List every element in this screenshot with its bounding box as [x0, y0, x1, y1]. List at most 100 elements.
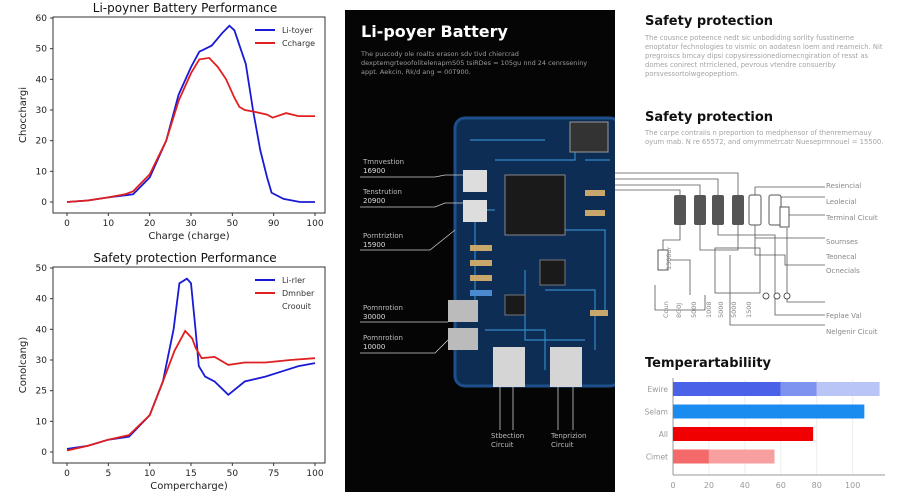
category-label: Selam	[645, 408, 668, 417]
x-tick-label: 50	[227, 469, 239, 479]
pcb-label-name: Porntriztion	[363, 232, 404, 240]
schematic-label: Feplae Val	[826, 312, 862, 320]
bar-segment	[780, 382, 817, 396]
category-label: All	[659, 430, 668, 439]
chart2-title: Safety protection Performance	[93, 251, 277, 265]
pcb-label: Pomnrotion 30000	[363, 304, 403, 322]
x-tick-label: 90	[268, 219, 280, 229]
legend-label: Dmnber	[282, 289, 315, 298]
x-tick-label: 10	[103, 219, 115, 229]
y-tick-label: 30	[36, 356, 48, 366]
schematic-label: Resiencial	[826, 182, 862, 190]
x-tick-label: 20	[144, 219, 156, 229]
y-tick-label: 50	[36, 264, 48, 274]
pcb-panel: Li-poyer Battery The puscody ole roalts …	[345, 10, 615, 492]
pcb-label: Tenstrution 20900	[363, 188, 402, 206]
x-axis-label: Compercharge)	[150, 481, 228, 492]
pcb-label-name: Pomnrotion	[363, 334, 403, 342]
pcb-bottom-label: Tenprizion Circuit	[551, 432, 586, 450]
x-axis-label: Charge (charge)	[148, 231, 229, 242]
x-tick-label: 0	[64, 219, 70, 229]
x-tick-label: 10	[144, 469, 156, 479]
y-tick-label: 10	[36, 167, 48, 177]
pcb-label-name: Tenstrution	[363, 188, 402, 196]
plot-frame	[52, 266, 326, 464]
y-tick-label: 40	[36, 325, 48, 335]
x-tick-label: 100	[306, 469, 323, 479]
section2-text: The carpe contraiis n preportion to medp…	[645, 129, 884, 146]
bar-segment	[673, 427, 814, 441]
pcb-bottom-label-line: Stbection	[491, 432, 525, 440]
schematic-vertical-label: 5000	[730, 301, 738, 318]
pcb-bottom-label-line: Tenprizion	[551, 432, 587, 440]
bar-segment	[708, 449, 775, 464]
y-axis-label: Chocchargi	[18, 87, 29, 143]
chart1: 0 10 20 30 50 90 100 0 10 20 30 40 50 60 Charge (charg…	[18, 14, 326, 242]
section2-title: Safety protection	[645, 110, 774, 125]
x-tick-label: 75	[268, 469, 279, 479]
x-tick-label: 100	[306, 219, 323, 229]
y-tick-label: 0	[41, 448, 47, 458]
x-tick-label: 40	[740, 481, 750, 490]
bar-chart: 0 20 40 60 80 100 Ewire Selam All Cimet	[645, 378, 885, 490]
series-line-2	[66, 329, 316, 452]
section1-title: Safety protection	[645, 14, 774, 29]
y-axis-label: Conolcang)	[18, 337, 29, 394]
bar-segment	[673, 404, 865, 419]
pcb-bottom-label-line: Circuit	[491, 441, 514, 449]
schematic-label: Leolecial	[826, 198, 857, 206]
legend-label: Li-rler	[282, 276, 306, 285]
x-tick-label: 15	[185, 469, 196, 479]
pcb-label: Tmnvestion 16900	[363, 158, 404, 176]
x-tick-label: 0	[64, 469, 70, 479]
pcb-title: Li-poyer Battery	[361, 22, 508, 41]
schematic-label: Terminal Cicuit	[826, 214, 878, 222]
series-line-1	[66, 277, 316, 450]
legend-label: Ccharge	[282, 39, 315, 48]
x-tick-label: 30	[185, 219, 197, 229]
pcb-illustration	[360, 116, 615, 430]
pcb-label-name: Pomnrotion	[363, 304, 403, 312]
pcb-label-value: 20900	[363, 197, 386, 205]
pcb-label-value: 30000	[363, 313, 386, 321]
pcb-label-value: 16900	[363, 167, 386, 175]
x-tick-label: 60	[776, 481, 786, 490]
bar-segment	[673, 449, 709, 464]
plot-frame	[52, 16, 326, 214]
schematic-vertical-label: 1500ur	[665, 246, 673, 270]
section1-text: The cousnce poteence nedt sic unbodiding…	[645, 34, 883, 78]
x-tick-label: 80	[812, 481, 822, 490]
schematic-label: Teonecal	[826, 253, 857, 261]
schematic-label: Sournses	[826, 238, 858, 246]
y-tick-label: 25	[36, 387, 47, 397]
x-tick-label: 5	[105, 469, 111, 479]
y-tick-label: 10	[36, 417, 48, 427]
legend-label: Croouit	[282, 302, 311, 311]
schematic-vertical-label: 5000	[717, 301, 725, 318]
schematic-diagram	[615, 172, 825, 326]
pcb-label: Porntriztion 15900	[363, 232, 403, 250]
y-tick-label: 0	[41, 198, 47, 208]
schematic-vertical-label: Coun	[662, 301, 670, 318]
x-tick-label: 20	[704, 481, 714, 490]
pcb-label-value: 10000	[363, 343, 386, 351]
y-tick-label: 30	[36, 106, 48, 116]
y-tick-label: 40	[36, 295, 48, 305]
bar-segment	[816, 382, 880, 396]
series-line-2	[66, 56, 315, 203]
schematic-vertical-label: 1500	[745, 301, 753, 318]
chart2: 0 5 10 15 50 75 100 0 10 25 30 40 40 50 Compercharge) C…	[18, 264, 326, 492]
schematic-vertical-label: 5000	[690, 301, 698, 318]
bar-segment	[673, 382, 781, 396]
pcb-description: The puscody ole roalts erason sdv tivd c…	[361, 50, 588, 76]
pcb-label-value: 15900	[363, 241, 386, 249]
x-tick-label: 0	[670, 481, 675, 490]
y-tick-label: 20	[36, 137, 48, 147]
pcb-bottom-label-line: Circuit	[551, 441, 574, 449]
pcb-label: Pomnrotion 10000	[363, 334, 403, 352]
pcb-bottom-label: Stbection Circuit	[491, 432, 524, 450]
x-tick-label: 100	[845, 481, 860, 490]
y-tick-label: 40	[36, 75, 48, 85]
legend-label: Li-toyer	[282, 26, 313, 35]
bar-chart-title: Temperartabiliity	[645, 356, 772, 371]
